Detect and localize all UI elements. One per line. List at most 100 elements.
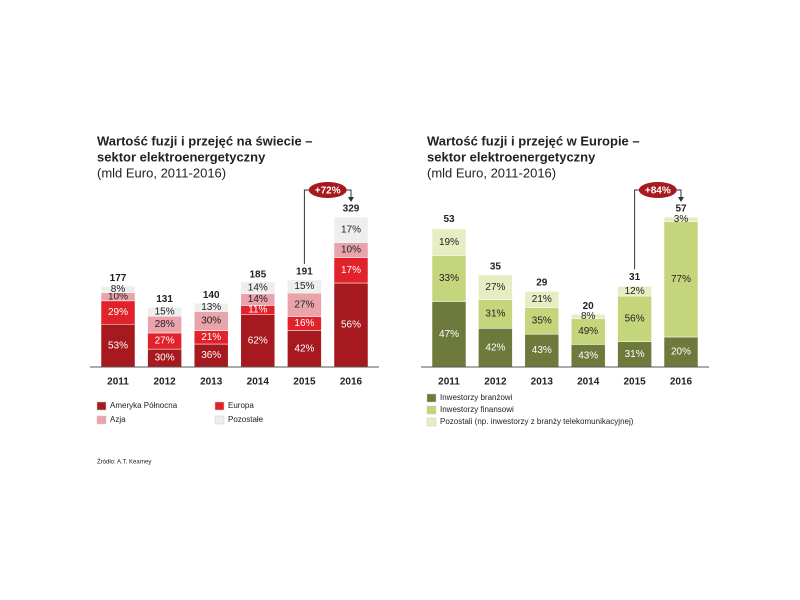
value-label: 31%	[625, 349, 645, 360]
x-tick-label: 2015	[623, 377, 646, 388]
total-label: 20	[583, 301, 595, 312]
chart-title: sektor elektroenergetyczny	[427, 149, 596, 164]
legend-swatch	[214, 401, 225, 411]
x-tick-label: 2016	[340, 377, 363, 388]
bar-segment	[431, 255, 467, 302]
bar-segment	[240, 281, 276, 294]
value-label: 28%	[155, 319, 175, 330]
chart-title: Wartość fuzji i przejęć na świecie –	[97, 133, 313, 148]
x-tick-label: 2014	[577, 377, 600, 388]
legend-swatch	[96, 415, 107, 425]
bar-segment	[663, 221, 699, 338]
value-label: 19%	[439, 237, 459, 248]
chart-subtitle: (mld Euro, 2011-2016)	[97, 165, 226, 180]
value-label: 13%	[201, 302, 221, 313]
value-label: 33%	[439, 273, 459, 284]
bar-segment	[617, 285, 652, 297]
legend-swatch	[214, 415, 225, 425]
bar-segment	[663, 336, 699, 368]
legend-label: Pozostałe	[228, 415, 264, 424]
value-label: 8%	[581, 311, 596, 322]
value-label: 27%	[155, 336, 175, 347]
x-tick-label: 2016	[670, 377, 693, 388]
value-label: 30%	[201, 316, 221, 327]
bar-segment	[333, 282, 369, 368]
value-label: 20%	[671, 347, 691, 358]
value-label: 17%	[341, 224, 361, 235]
bar-segment	[478, 299, 513, 329]
bar-segment	[663, 216, 699, 222]
value-label: 53%	[108, 340, 128, 351]
value-label: 14%	[248, 282, 268, 293]
value-label: 42%	[294, 343, 314, 354]
x-tick-label: 2011	[107, 377, 129, 388]
x-tick-label: 2012	[153, 377, 176, 388]
bar-segment	[570, 314, 606, 319]
value-label: 17%	[341, 265, 361, 276]
bar-segment	[333, 257, 369, 284]
bar-segment	[333, 216, 369, 243]
x-tick-label: 2011	[438, 377, 460, 388]
value-label: 11%	[248, 305, 267, 316]
arrow-head	[348, 197, 354, 202]
total-label: 131	[156, 294, 173, 305]
bar-segment	[100, 286, 136, 294]
value-label: 15%	[294, 281, 314, 292]
x-tick-label: 2015	[293, 377, 316, 388]
legend-label: Inwestorzy finansowi	[440, 405, 514, 414]
value-label: 49%	[578, 326, 598, 337]
bar-segment	[431, 301, 467, 368]
total-label: 31	[629, 272, 641, 283]
chart-subtitle: (mld Euro, 2011-2016)	[427, 165, 556, 180]
value-label: 27%	[485, 282, 505, 293]
value-label: 27%	[294, 299, 314, 310]
annotation-badge	[638, 182, 677, 198]
total-label: 35	[490, 262, 502, 273]
total-label: 53	[443, 214, 455, 225]
source-note: Źródło: A.T. Kearney	[97, 459, 151, 466]
value-label: 10%	[341, 245, 361, 256]
legend-swatch	[426, 405, 437, 415]
value-label: 3%	[674, 214, 689, 225]
chart-title: Wartość fuzji i przejęć w Europie –	[427, 133, 640, 148]
total-label: 191	[296, 267, 313, 278]
bar-segment	[478, 274, 513, 301]
bar-segment	[287, 279, 322, 294]
bar-segment	[100, 323, 136, 368]
bar-segment	[524, 291, 560, 308]
value-label: 15%	[155, 306, 175, 317]
chart-title: sektor elektroenergetyczny	[97, 149, 266, 164]
value-label: 10%	[108, 291, 128, 302]
value-label: 43%	[532, 345, 552, 356]
value-label: 14%	[248, 294, 268, 305]
value-label: 56%	[341, 320, 361, 331]
value-label: 62%	[248, 335, 268, 346]
legend-swatch	[426, 417, 437, 427]
value-label: 16%	[294, 318, 314, 329]
arrow-head	[678, 197, 684, 202]
total-label: 57	[675, 204, 687, 215]
value-label: 12%	[625, 286, 645, 297]
total-label: 29	[536, 277, 548, 288]
value-label: 77%	[671, 274, 691, 285]
value-label: 47%	[439, 329, 459, 340]
value-label: 29%	[108, 307, 128, 318]
legend-swatch	[96, 401, 107, 411]
x-tick-label: 2013	[200, 377, 223, 388]
x-tick-label: 2013	[531, 377, 554, 388]
bar-segment	[147, 307, 182, 317]
bar-segment	[617, 295, 652, 342]
value-label: 42%	[485, 342, 505, 353]
total-label: 177	[110, 273, 127, 284]
value-label: 30%	[155, 353, 175, 364]
legend-label: Pozostali (np. inwestorzy z branży telek…	[440, 417, 634, 426]
annotation-badge	[308, 182, 347, 198]
bar-segment	[431, 228, 467, 256]
annotation: +72%	[315, 186, 341, 197]
value-label: 35%	[532, 315, 552, 326]
legend-label: Azja	[110, 415, 126, 424]
legend-label: Inwestorzy branżowi	[440, 393, 513, 402]
legend-label: Ameryka Północna	[110, 401, 178, 410]
total-label: 140	[203, 290, 220, 301]
